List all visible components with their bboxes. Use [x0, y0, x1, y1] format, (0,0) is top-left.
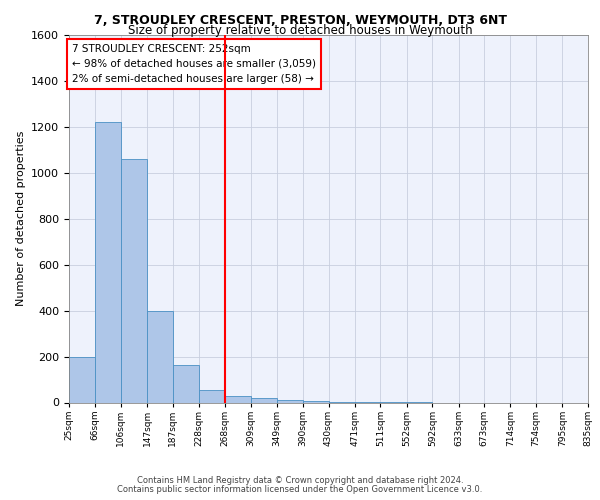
Bar: [121, 159, 147, 402]
Bar: [199, 390, 224, 402]
Text: 7, STROUDLEY CRESCENT, PRESTON, WEYMOUTH, DT3 6NT: 7, STROUDLEY CRESCENT, PRESTON, WEYMOUTH…: [94, 14, 506, 27]
Bar: [173, 364, 199, 403]
Bar: [69, 356, 95, 403]
Text: Contains public sector information licensed under the Open Government Licence v3: Contains public sector information licen…: [118, 485, 482, 494]
Y-axis label: Number of detached properties: Number of detached properties: [16, 131, 26, 306]
Bar: [277, 400, 303, 402]
Text: 7 STROUDLEY CRESCENT: 252sqm
← 98% of detached houses are smaller (3,059)
2% of : 7 STROUDLEY CRESCENT: 252sqm ← 98% of de…: [72, 44, 316, 84]
Text: Size of property relative to detached houses in Weymouth: Size of property relative to detached ho…: [128, 24, 472, 37]
Bar: [147, 310, 173, 402]
Bar: [95, 122, 121, 402]
Text: Contains HM Land Registry data © Crown copyright and database right 2024.: Contains HM Land Registry data © Crown c…: [137, 476, 463, 485]
Bar: [251, 398, 277, 402]
Bar: [224, 396, 251, 402]
